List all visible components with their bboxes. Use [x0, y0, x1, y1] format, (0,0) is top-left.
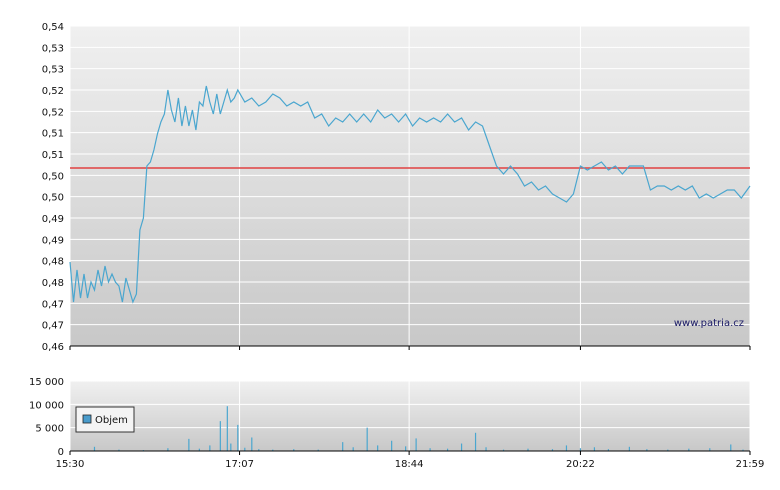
volume-y-tick-label: 15 000 [29, 377, 64, 388]
volume-gridlines [69, 380, 751, 451]
price-panel: 0,54 0,53 0,53 0,52 0,52 0,51 0,51 0,50 0,50 0,49… [42, 22, 751, 353]
price-y-tick-label: 0,49 [42, 235, 64, 246]
price-y-tick-label: 0,48 [42, 257, 64, 268]
volume-y-tick-label: 5 000 [35, 424, 64, 435]
x-tick-label: 20:22 [566, 459, 595, 470]
price-y-tick-label: 0,48 [42, 278, 64, 289]
price-y-tick-label: 0,50 [42, 193, 64, 204]
price-gridlines [69, 25, 751, 346]
price-y-tick-label: 0,51 [42, 129, 64, 140]
x-tick-label: 17:07 [225, 459, 254, 470]
volume-x-axis-ticks: 15:30 17:07 18:44 20:22 21:59 [56, 451, 765, 470]
volume-y-tick-label: 10 000 [29, 400, 64, 411]
price-y-tick-label: 0,52 [42, 107, 64, 118]
volume-plot-background [70, 381, 750, 451]
x-tick-label: 15:30 [56, 459, 85, 470]
x-tick-label: 21:59 [736, 459, 765, 470]
price-y-tick-label: 0,47 [42, 299, 64, 310]
price-y-tick-label: 0,54 [42, 22, 64, 33]
legend-label: Objem [95, 415, 128, 426]
volume-y-axis-ticks: 15 000 10 000 5 000 0 [29, 377, 64, 458]
legend-box: Objem [75, 406, 135, 433]
price-y-tick-label: 0,47 [42, 321, 64, 332]
legend-swatch [82, 414, 92, 424]
x-tick-label: 18:44 [395, 459, 424, 470]
price-y-tick-label: 0,52 [42, 86, 64, 97]
price-y-tick-label: 0,50 [42, 171, 64, 182]
price-plot-background [70, 26, 750, 346]
price-y-axis-ticks: 0,54 0,53 0,53 0,52 0,52 0,51 0,51 0,50 0,50 0,49… [42, 22, 64, 353]
volume-y-tick-label: 0 [58, 447, 64, 458]
volume-panel: 15 000 10 000 5 000 0 15:30 17:07 18:44 20:22 2… [29, 377, 764, 470]
price-y-tick-label: 0,49 [42, 214, 64, 225]
price-x-axis-ticks [69, 346, 751, 350]
price-y-tick-label: 0,53 [42, 43, 64, 54]
price-y-tick-label: 0,53 [42, 65, 64, 76]
price-y-tick-label: 0,46 [42, 342, 64, 353]
price-y-tick-label: 0,51 [42, 150, 64, 161]
price-series-line [69, 85, 751, 304]
watermark: www.patria.cz [674, 318, 744, 329]
